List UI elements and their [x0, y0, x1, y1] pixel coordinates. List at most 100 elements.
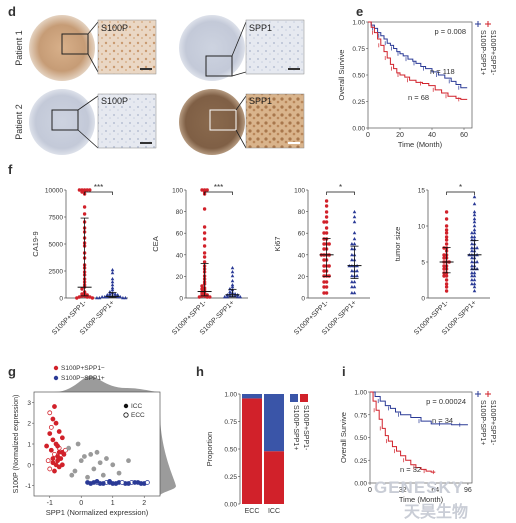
- data-point: [470, 274, 474, 278]
- data-point: [472, 213, 477, 217]
- y-tick-label: 15: [418, 188, 426, 195]
- data-point: [472, 231, 477, 235]
- data-point: [55, 458, 61, 464]
- data-point: [324, 215, 329, 219]
- data-point: [80, 287, 84, 291]
- y-tick-label: 0.50: [352, 73, 365, 80]
- y-tick-label: 0.50: [224, 447, 237, 454]
- panel-label-f: f: [8, 162, 13, 177]
- data-point: [110, 283, 115, 287]
- km-curve: [368, 21, 468, 89]
- y-axis-label: Overall Survive: [339, 412, 348, 463]
- data-point: [355, 269, 359, 273]
- data-point: [472, 224, 477, 228]
- y-tick-label: 3: [27, 400, 31, 407]
- data-point: [470, 231, 474, 235]
- data-point: [322, 258, 326, 262]
- data-point: [230, 270, 235, 274]
- data-point: [85, 188, 89, 192]
- data-point: [444, 278, 449, 282]
- data-point: [444, 285, 449, 289]
- data-point: [202, 225, 207, 229]
- y-tick-label: -1: [25, 483, 31, 490]
- legend-label: S100P-SPP1+: [292, 405, 299, 450]
- data-point: [470, 242, 474, 246]
- data-point: [470, 256, 474, 260]
- y-tick-label: 40: [298, 252, 306, 259]
- data-point: [322, 269, 326, 273]
- data-point: [472, 289, 477, 293]
- data-point: [222, 295, 227, 299]
- data-point: [470, 282, 474, 286]
- data-point: [472, 220, 477, 224]
- sig-bracket: [204, 191, 233, 195]
- km-curve: [370, 391, 436, 473]
- data-point: [322, 247, 326, 251]
- data-point: [119, 480, 125, 485]
- legend-label: ICC: [131, 403, 143, 410]
- legend-label: S100P+SPP1-: [302, 405, 309, 451]
- sig-bracket: [446, 191, 475, 195]
- data-point: [444, 274, 449, 278]
- data-point: [132, 480, 138, 485]
- row-label-patient1: Patient 1: [14, 30, 24, 66]
- n-annotation: n = 32: [400, 465, 421, 474]
- data-point: [107, 479, 112, 484]
- y-tick-label: 7500: [49, 215, 64, 222]
- data-point: [116, 470, 122, 476]
- data-point: [202, 244, 207, 248]
- data-point: [228, 294, 232, 298]
- y-tick-label: 60: [176, 231, 184, 238]
- data-point: [113, 292, 117, 296]
- data-point: [444, 289, 449, 293]
- p-value: p = 0.00024: [426, 397, 466, 406]
- data-point: [444, 217, 449, 221]
- data-point: [82, 212, 87, 216]
- y-tick-label: 0.00: [352, 126, 365, 133]
- bar-segment: [264, 394, 284, 452]
- y-tick-label: 100: [172, 188, 183, 195]
- data-point: [322, 291, 326, 295]
- data-point: [197, 295, 202, 299]
- data-point: [95, 296, 99, 300]
- data-point: [50, 456, 56, 461]
- data-point: [235, 295, 240, 299]
- data-point: [352, 285, 357, 289]
- data-point: [470, 238, 474, 242]
- data-point: [110, 288, 115, 292]
- data-point: [444, 224, 449, 228]
- km-curve: [368, 21, 468, 100]
- x-tick-label: 0: [366, 132, 370, 139]
- watermark-cn: 天昊生物: [404, 504, 469, 521]
- ihc-p2-spp1: [179, 89, 305, 155]
- row-label-patient2: Patient 2: [14, 104, 24, 140]
- data-point: [470, 260, 474, 264]
- category-label: ECC: [245, 508, 260, 515]
- data-point: [444, 210, 449, 214]
- data-point: [110, 277, 115, 281]
- y-tick-label: 1.00: [354, 390, 367, 397]
- data-point: [444, 242, 449, 246]
- data-point: [470, 271, 474, 275]
- data-point: [475, 267, 479, 271]
- legend-label: S100P-SPP1+: [479, 400, 486, 445]
- y-tick-label: 80: [298, 209, 306, 216]
- data-point: [470, 249, 474, 253]
- p-value: p = 0.008: [435, 27, 467, 36]
- marginal-density-y: [160, 412, 176, 496]
- stain-label: S100P: [101, 96, 128, 106]
- data-point: [324, 210, 329, 214]
- data-point: [444, 235, 449, 239]
- x-tick-label: 32: [399, 487, 407, 494]
- data-point: [110, 268, 115, 272]
- y-tick-label: 0.75: [352, 46, 365, 53]
- data-point: [55, 443, 61, 449]
- data-point: [352, 231, 357, 235]
- data-point: [100, 481, 106, 486]
- data-point: [138, 481, 144, 486]
- data-point: [472, 228, 477, 232]
- y-tick-label: 0.75: [224, 419, 237, 426]
- y-tick-label: 2500: [49, 269, 64, 276]
- y-tick-label: 2: [27, 421, 31, 428]
